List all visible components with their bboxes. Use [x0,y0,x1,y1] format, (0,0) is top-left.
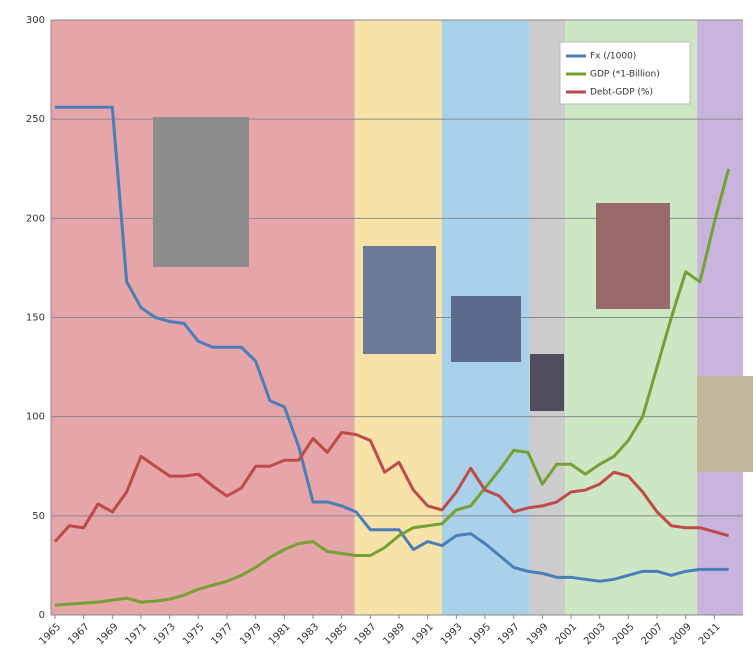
x-tick-label: 1991 [410,621,436,647]
x-tick-label: 2011 [697,621,723,647]
photo [596,203,670,309]
legend-label: Fx (/1000) [590,52,636,62]
y-tick-label: 50 [32,511,45,522]
x-tick-label: 1973 [152,621,178,647]
series-line [53,431,730,543]
x-tick-label: 2003 [582,621,608,647]
series-line [55,105,729,583]
photo [451,296,521,362]
y-tick-label: 250 [26,114,45,125]
y-tick-label: 300 [26,15,45,26]
y-tick-label: 200 [26,213,45,224]
lines [53,105,731,607]
x-tick-label: 1995 [467,621,493,647]
x-tick-label: 2005 [611,621,637,647]
x-tick-label: 1981 [267,621,293,647]
x-tick-label: 2009 [668,621,694,647]
photo [530,354,564,411]
legend-label: GDP (*1-Billion) [590,70,660,80]
x-tick-label: 1967 [66,621,92,647]
y-tick-label: 150 [26,313,45,324]
x-tick-label: 2007 [639,621,665,647]
x-tick-label: 1993 [439,621,465,647]
x-tick-label: 1983 [295,621,321,647]
x-tick-label: 1971 [123,621,149,647]
y-tick-label: 0 [39,610,45,621]
x-tick-label: 1977 [209,621,235,647]
legend-label: Debt-GDP (%) [590,88,653,98]
x-tick-label: 1975 [181,621,207,647]
x-tick-label: 1999 [525,621,551,647]
photo [153,117,249,267]
photos [153,117,753,472]
legend: Fx (/1000) GDP (*1-Billion) Debt-GDP (%) [559,41,691,105]
x-tick-label: 1985 [324,621,350,647]
x-tick-label: 1997 [496,621,522,647]
x-tick-label: 1979 [238,621,264,647]
x-tick-label: 1965 [37,621,63,647]
series-line [54,168,731,607]
x-tick-label: 2001 [553,621,579,647]
photo [363,246,436,354]
x-tick-label: 1989 [381,621,407,647]
x-tick-label: 1969 [95,621,121,647]
x-tick-label: 1987 [353,621,379,647]
y-tick-label: 100 [26,412,45,423]
photo [697,376,753,472]
